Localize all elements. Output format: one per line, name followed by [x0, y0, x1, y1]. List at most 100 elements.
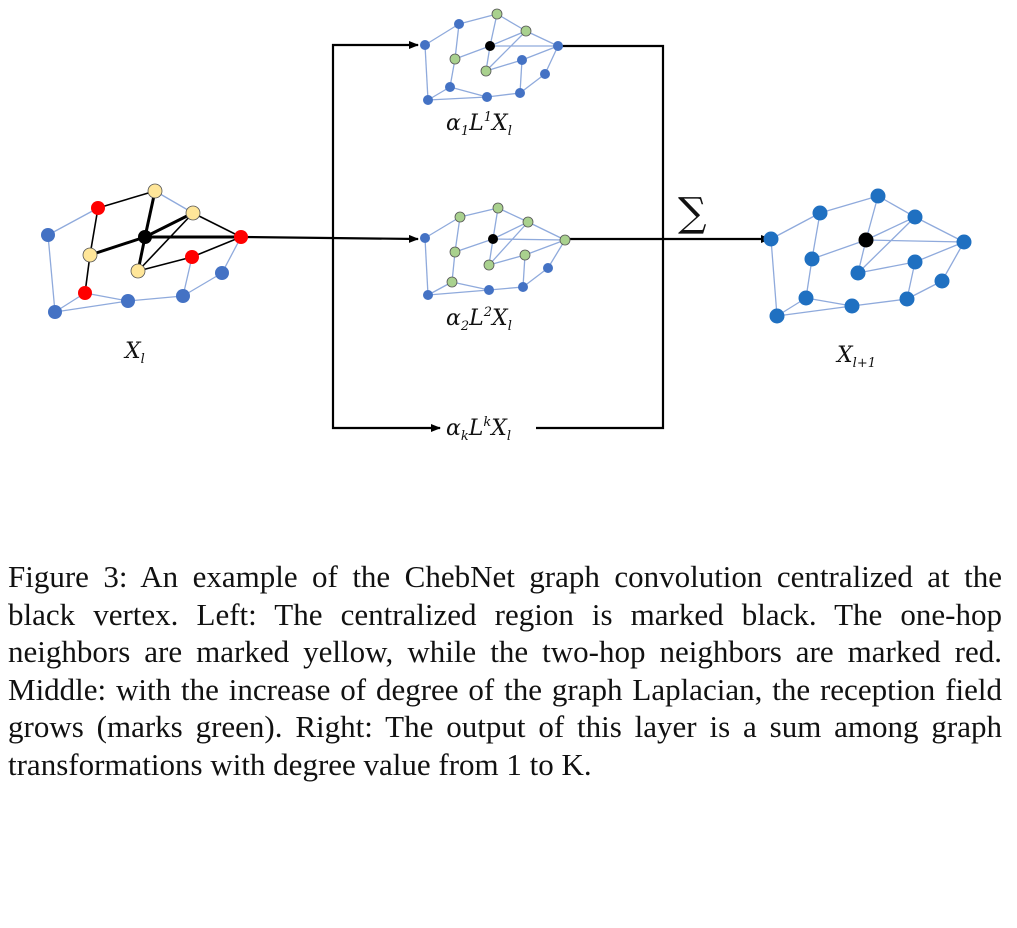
graph-edge	[424, 44, 429, 101]
graph-edge	[486, 92, 521, 98]
graph-edge	[424, 23, 460, 46]
vertex	[517, 55, 527, 65]
graph-edge	[527, 221, 566, 241]
graph-edge	[97, 190, 156, 209]
graph-edge	[449, 86, 488, 98]
flow-lines	[241, 41, 771, 432]
output-label: Xl+1	[835, 343, 876, 371]
vertex	[454, 19, 464, 29]
branch-k-label: αkLkXl	[446, 415, 511, 444]
graph-edge	[851, 298, 908, 307]
receptive-field-vertex	[480, 65, 492, 77]
graph-edge	[865, 195, 879, 241]
graph-edge	[865, 239, 965, 243]
graph-edge	[137, 212, 194, 272]
graph-edge	[525, 30, 559, 47]
vertex	[482, 92, 492, 102]
center-vertex	[858, 232, 874, 248]
top-branch-line	[536, 44, 665, 430]
receptive-field-vertex	[522, 216, 534, 228]
graph-edge	[522, 267, 549, 288]
vertex	[844, 298, 860, 314]
vertex	[899, 291, 915, 307]
vertex	[423, 290, 433, 300]
graph-edge	[54, 300, 129, 313]
receptive-field-vertex	[454, 211, 466, 223]
output-graph	[763, 188, 972, 324]
graph-edge	[427, 289, 490, 296]
graph-edge	[137, 256, 193, 272]
vertex	[850, 265, 866, 281]
receptive-field-vertex	[519, 249, 531, 261]
graph-edge	[524, 239, 566, 256]
graph-edge	[488, 221, 529, 266]
graph-edge	[458, 13, 498, 25]
graph-edge	[47, 234, 56, 313]
graph-edge	[811, 212, 821, 260]
branch-1-label: α1L1Xl	[446, 110, 512, 139]
vertex	[215, 266, 229, 280]
vertex	[812, 205, 828, 221]
branch-bottom-arrow	[331, 237, 441, 432]
one-hop-vertex	[147, 183, 163, 199]
graph-edge	[547, 239, 566, 269]
vertex	[445, 82, 455, 92]
graph-edge	[424, 216, 461, 239]
graph-edge	[770, 238, 778, 317]
receptive-field-vertex	[483, 259, 495, 271]
vertex	[540, 69, 550, 79]
one-hop-vertex	[185, 205, 201, 221]
vertex	[543, 263, 553, 273]
graph-edge	[865, 216, 916, 241]
graph-edge	[127, 295, 184, 302]
input-graph	[41, 183, 248, 319]
graph-edge	[914, 241, 965, 263]
two-hop-vertex	[234, 230, 248, 244]
graph-edge	[857, 261, 916, 274]
receptive-field-vertex	[492, 202, 504, 214]
graph-edge	[192, 212, 242, 238]
vertex	[763, 231, 779, 247]
receptive-field-vertex	[520, 25, 532, 37]
graph-edge	[857, 216, 916, 274]
graph-edge	[182, 272, 223, 297]
receptive-field-vertex	[449, 53, 461, 65]
vertex	[420, 40, 430, 50]
vertex	[956, 234, 972, 250]
vertex	[518, 282, 528, 292]
graph-edge	[454, 23, 460, 60]
vertex	[176, 289, 190, 303]
graph-edge	[521, 45, 559, 61]
vertex	[870, 188, 886, 204]
receptive-field-vertex	[491, 8, 503, 20]
graph-edge	[47, 207, 99, 236]
input-label: Xl	[123, 339, 145, 367]
branch-1-graph	[420, 8, 563, 105]
chebnet-diagram: Xl α1L1Xl α2L2Xl αkLkXl ∑ Xl+1	[41, 8, 972, 444]
graph-edge	[454, 45, 491, 60]
vertex	[798, 290, 814, 306]
vertex	[41, 228, 55, 242]
graph-edge	[496, 13, 527, 32]
graph-edge	[497, 207, 529, 223]
graph-edge	[488, 254, 526, 266]
graph-edge	[914, 216, 965, 243]
vertex	[553, 41, 563, 51]
receptive-field-vertex	[559, 234, 571, 246]
one-hop-vertex	[82, 247, 98, 263]
graph-edge	[89, 207, 99, 256]
graph-edge	[144, 211, 194, 239]
graph-edge	[427, 96, 488, 101]
graph-edge	[805, 297, 853, 307]
two-hop-vertex	[185, 250, 199, 264]
graph-edge	[454, 216, 461, 253]
sum-symbol: ∑	[678, 190, 707, 236]
graph-edge	[489, 13, 498, 47]
branch-top-arrow	[331, 41, 419, 237]
graph-edge	[451, 281, 490, 291]
center-vertex	[485, 41, 495, 51]
graph-edge	[89, 235, 146, 257]
graph-edge	[544, 45, 559, 75]
graph-edge	[485, 30, 527, 72]
vertex	[769, 308, 785, 324]
